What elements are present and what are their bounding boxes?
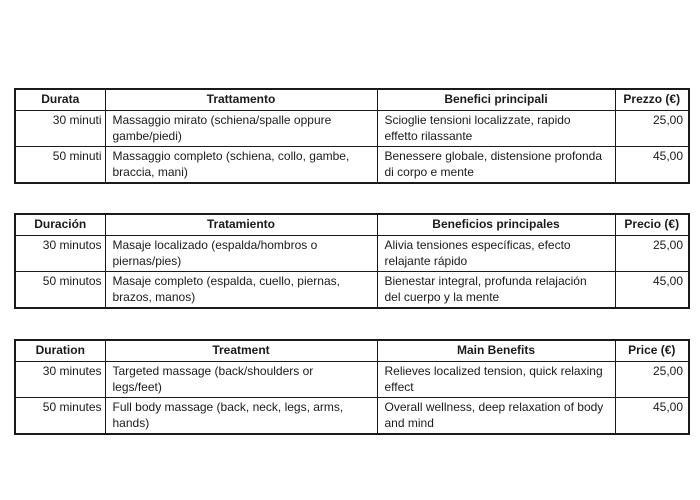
benefits-cell: Bienestar integral, profunda relajación … [376,270,616,308]
benefits-cell: Alivia tensiones específicas, efecto rel… [376,234,616,272]
benefits-cell: Overall wellness, deep relaxation of bod… [376,396,616,434]
treatment-cell: Targeted massage (back/shoulders or legs… [104,360,378,398]
price-cell: 45,00 [614,145,690,183]
benefits-cell: Benessere globale, distensione profonda … [376,145,616,183]
treatment-cell: Masaje completo (espalda, cuello, pierna… [104,270,378,308]
table-header-row: Duración Tratamiento Beneficios principa… [14,213,690,236]
header-benefits: Main Benefits [376,339,616,362]
header-treatment: Tratamiento [104,213,378,236]
header-price: Prezzo (€) [614,88,690,111]
table-row: 30 minutes Targeted massage (back/should… [14,360,690,398]
table-header-row: Durata Trattamento Benefici principali P… [14,88,690,111]
pricing-table-italian: Durata Trattamento Benefici principali P… [14,88,690,184]
table-row: 50 minutes Full body massage (back, neck… [14,396,690,434]
price-cell: 25,00 [614,360,690,398]
duration-cell: 30 minutos [14,234,106,272]
benefits-cell: Relieves localized tension, quick relaxi… [376,360,616,398]
pricing-table-spanish: Duración Tratamiento Beneficios principa… [14,213,690,309]
table-row: 50 minuti Massaggio completo (schiena, c… [14,145,690,183]
duration-cell: 50 minuti [14,145,106,183]
price-cell: 45,00 [614,270,690,308]
duration-cell: 50 minutos [14,270,106,308]
header-treatment: Trattamento [104,88,378,111]
price-cell: 25,00 [614,109,690,147]
header-duration: Duración [14,213,106,236]
header-duration: Duration [14,339,106,362]
duration-cell: 30 minutes [14,360,106,398]
header-benefits: Beneficios principales [376,213,616,236]
header-duration: Durata [14,88,106,111]
treatment-cell: Masaje localizado (espalda/hombros o pie… [104,234,378,272]
header-treatment: Treatment [104,339,378,362]
treatment-cell: Massaggio completo (schiena, collo, gamb… [104,145,378,183]
price-cell: 25,00 [614,234,690,272]
table-row: 30 minuti Massaggio mirato (schiena/spal… [14,109,690,147]
benefits-cell: Scioglie tensioni localizzate, rapido ef… [376,109,616,147]
header-price: Precio (€) [614,213,690,236]
pricing-table-english: Duration Treatment Main Benefits Price (… [14,339,690,435]
table-header-row: Duration Treatment Main Benefits Price (… [14,339,690,362]
price-cell: 45,00 [614,396,690,434]
table-row: 50 minutos Masaje completo (espalda, cue… [14,270,690,308]
header-price: Price (€) [614,339,690,362]
table-row: 30 minutos Masaje localizado (espalda/ho… [14,234,690,272]
duration-cell: 30 minuti [14,109,106,147]
header-benefits: Benefici principali [376,88,616,111]
treatment-cell: Massaggio mirato (schiena/spalle oppure … [104,109,378,147]
duration-cell: 50 minutes [14,396,106,434]
treatment-cell: Full body massage (back, neck, legs, arm… [104,396,378,434]
